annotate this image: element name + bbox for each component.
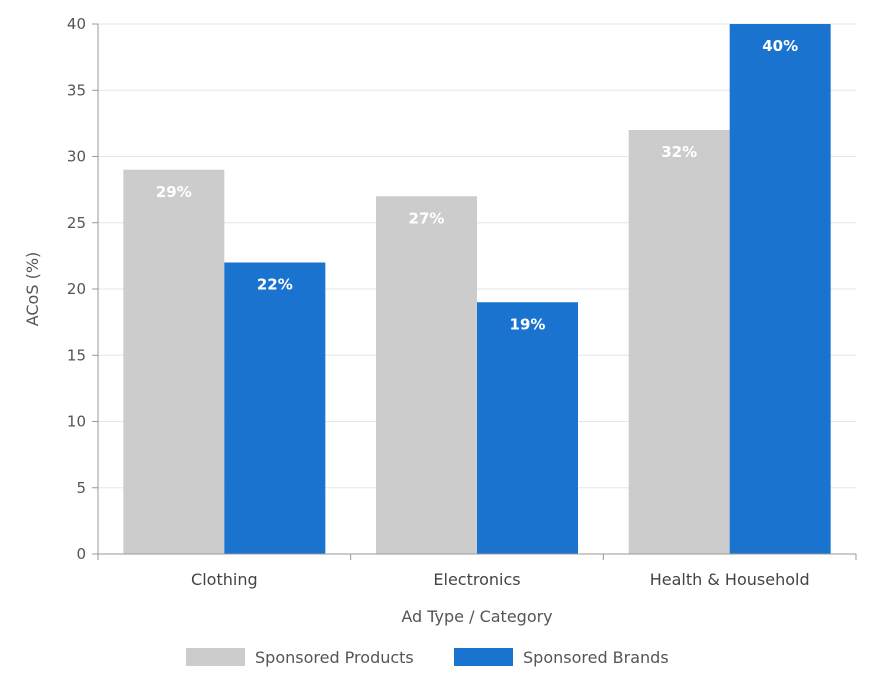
bar-value-label: 19%: [510, 315, 546, 333]
bar-value-label: 29%: [156, 183, 192, 201]
legend-label: Sponsored Brands: [523, 648, 669, 667]
x-category-label: Health & Household: [650, 570, 810, 589]
bar-value-label: 22%: [257, 276, 293, 294]
labels-layer: Clothing 29% 22% Electronics 27% 19% Health & …: [156, 37, 810, 589]
y-tick-label: 0: [76, 545, 86, 563]
y-tick-label: 35: [67, 81, 86, 99]
bar-value-label: 32%: [661, 143, 697, 161]
bars-layer: [123, 24, 831, 554]
x-category-label: Electronics: [433, 570, 520, 589]
y-tick-label: 15: [67, 346, 86, 364]
bar: [376, 196, 477, 554]
y-tick-label: 40: [67, 15, 86, 33]
axes-layer: 0 5 10 15 20 25 30 35 40: [67, 15, 857, 563]
bar: [224, 262, 326, 554]
x-category-label: Clothing: [191, 570, 258, 589]
bar: [628, 130, 730, 554]
bar: [477, 302, 578, 554]
y-axis-title: ACoS (%): [23, 252, 42, 327]
bar-value-label: 27%: [409, 209, 445, 227]
y-tick-label: 20: [67, 280, 86, 298]
legend-label: Sponsored Products: [255, 648, 414, 667]
y-tick-label: 10: [67, 413, 86, 431]
y-tick-label: 25: [67, 214, 86, 232]
y-tick-label: 5: [76, 479, 86, 497]
x-axis-title: Ad Type / Category: [401, 607, 552, 626]
bar-value-label: 40%: [762, 37, 798, 55]
legend: Sponsored Products Sponsored Brands: [186, 648, 669, 667]
legend-swatch: [454, 648, 513, 666]
bar: [123, 169, 225, 554]
bar: [729, 24, 831, 554]
y-tick-label: 30: [67, 148, 86, 166]
legend-swatch: [186, 648, 245, 666]
